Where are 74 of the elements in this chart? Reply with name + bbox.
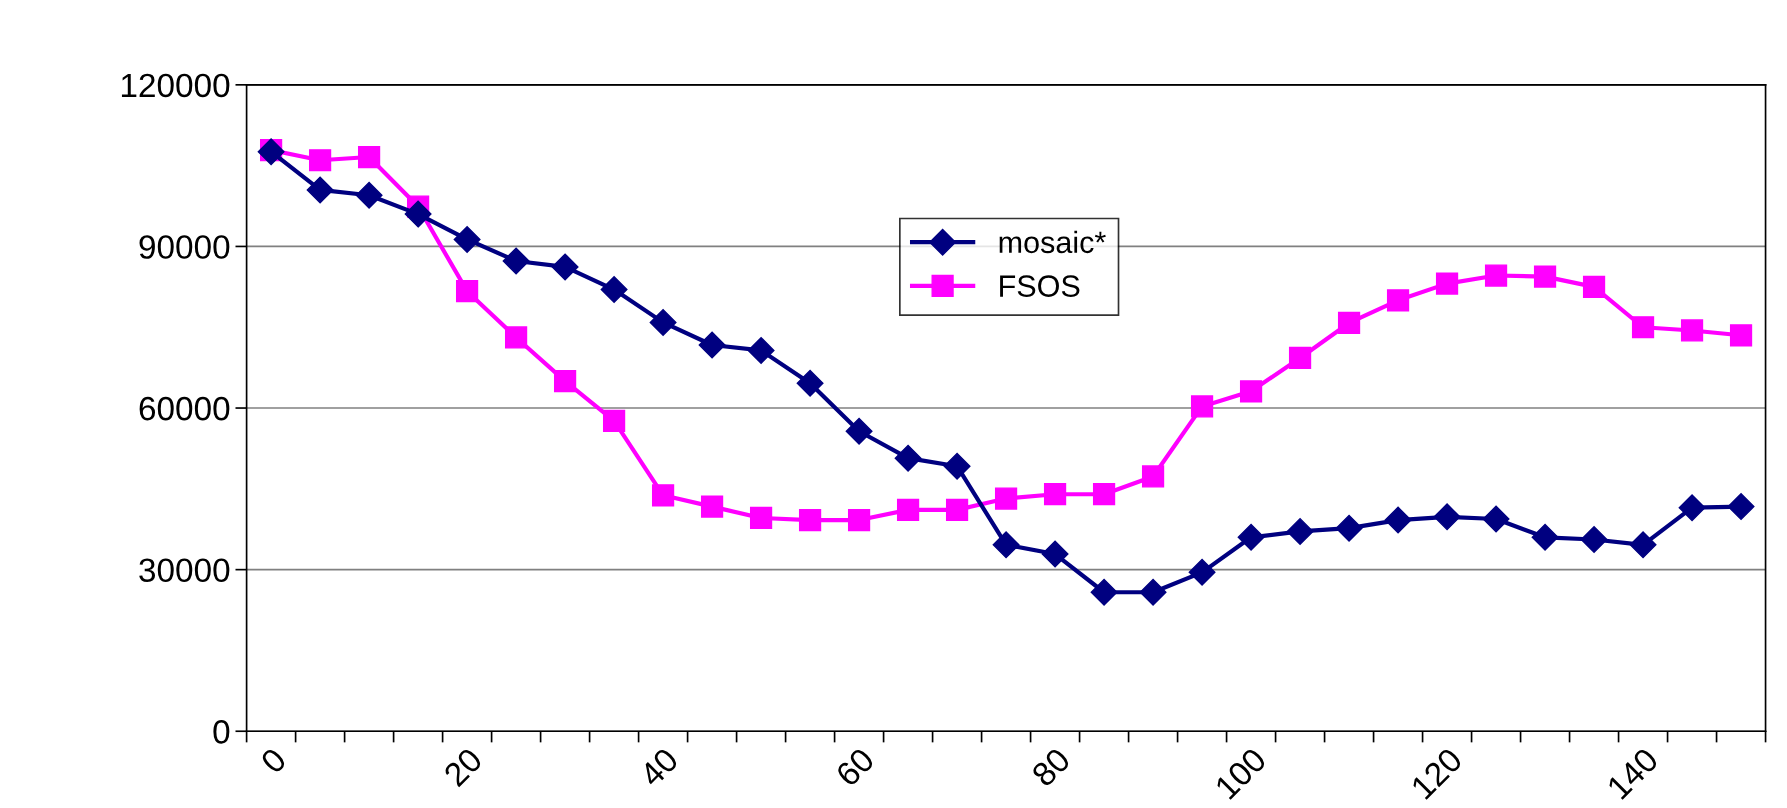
- y-tick-label: 120000: [121, 73, 230, 98]
- point: [1139, 578, 1167, 606]
- point: [553, 369, 577, 393]
- legend-label: FSOS: [1000, 275, 1080, 297]
- point: [994, 487, 1018, 510]
- point: [700, 495, 724, 518]
- x-tick-label: 120: [1410, 746, 1464, 800]
- point: [1629, 531, 1657, 559]
- point: [1386, 289, 1410, 312]
- point: [357, 145, 381, 169]
- x-tick-label: 60: [834, 746, 876, 788]
- point: [943, 452, 971, 480]
- point: [602, 409, 626, 433]
- point: [651, 484, 675, 507]
- point: [698, 331, 726, 359]
- x-tick-label: 40: [638, 746, 680, 789]
- point: [600, 276, 628, 303]
- point: [992, 531, 1020, 559]
- point: [355, 181, 383, 209]
- point: [1141, 465, 1165, 488]
- point: [1484, 264, 1508, 287]
- point: [1092, 483, 1116, 506]
- x-tick-label: 0: [259, 746, 288, 775]
- point: [551, 253, 579, 281]
- legend-label: mosaic*: [999, 230, 1106, 254]
- point: [845, 417, 873, 445]
- point: [1041, 540, 1069, 568]
- point: [798, 508, 822, 532]
- point: [455, 280, 479, 303]
- point: [502, 247, 530, 275]
- x-tick-label: 80: [1030, 746, 1072, 788]
- y-tick-label: 0: [213, 720, 230, 744]
- point: [1727, 493, 1755, 521]
- point: [649, 308, 677, 336]
- point: [1533, 265, 1557, 288]
- point: [1435, 272, 1459, 295]
- point: [1286, 517, 1314, 545]
- point: [1335, 514, 1363, 542]
- y-tick-label: 60000: [139, 396, 230, 421]
- point: [896, 498, 920, 521]
- point: [749, 506, 773, 530]
- point: [308, 149, 332, 172]
- point: [1384, 506, 1412, 534]
- point: [1582, 275, 1606, 298]
- point: [894, 444, 922, 472]
- x-tick-label: 140: [1606, 746, 1660, 800]
- point: [1580, 526, 1608, 553]
- point: [1239, 380, 1263, 403]
- point: [453, 225, 481, 253]
- point: [1188, 558, 1216, 586]
- x-tick-label: 20: [442, 746, 484, 788]
- point: [1190, 395, 1214, 418]
- point: [1433, 503, 1461, 531]
- point: [1531, 523, 1559, 551]
- point: [1631, 316, 1655, 339]
- point: [847, 508, 871, 532]
- point: [945, 498, 969, 521]
- point: [1729, 324, 1753, 347]
- point: [796, 369, 824, 397]
- y-tick-label: 30000: [139, 558, 230, 583]
- point: [504, 326, 528, 349]
- point: [404, 200, 432, 228]
- y-tick-label: 90000: [139, 235, 230, 259]
- point: [1678, 494, 1706, 522]
- point: [1288, 346, 1312, 370]
- point: [747, 336, 775, 364]
- point: [1090, 578, 1118, 606]
- point: [1043, 483, 1067, 506]
- point: [1680, 319, 1704, 342]
- point: [1482, 505, 1510, 533]
- point: [1337, 311, 1361, 335]
- x-tick-label: 100: [1214, 746, 1268, 800]
- point: [306, 176, 334, 204]
- point: [1237, 523, 1265, 551]
